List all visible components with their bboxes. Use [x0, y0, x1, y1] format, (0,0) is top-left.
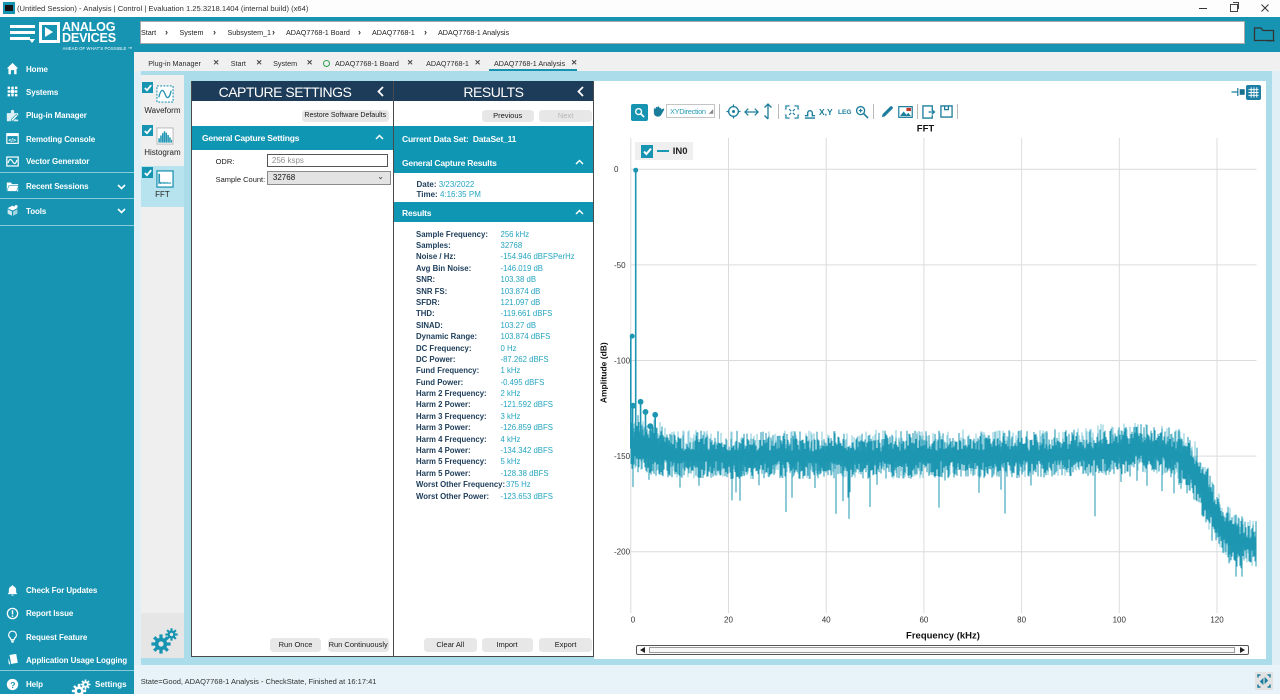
svg-text:-100: -100: [614, 356, 631, 365]
svg-text:40: 40: [822, 616, 831, 625]
svg-text:120: 120: [1210, 616, 1224, 625]
svg-text:0: 0: [631, 616, 636, 625]
svg-text:20: 20: [724, 616, 733, 625]
svg-text:0: 0: [614, 165, 619, 174]
svg-text:80: 80: [1017, 616, 1026, 625]
svg-text:Amplitude (dB): Amplitude (dB): [599, 342, 609, 403]
svg-text:60: 60: [919, 616, 928, 625]
svg-text:-50: -50: [614, 261, 626, 270]
svg-text:</>: </>: [8, 138, 15, 144]
svg-text:100: 100: [1113, 616, 1127, 625]
svg-text:?: ?: [10, 679, 15, 689]
svg-text:-150: -150: [614, 452, 631, 461]
svg-text:-200: -200: [614, 548, 631, 557]
svg-text:FFT: FFT: [917, 124, 935, 135]
svg-text:Frequency (kHz): Frequency (kHz): [906, 631, 980, 642]
